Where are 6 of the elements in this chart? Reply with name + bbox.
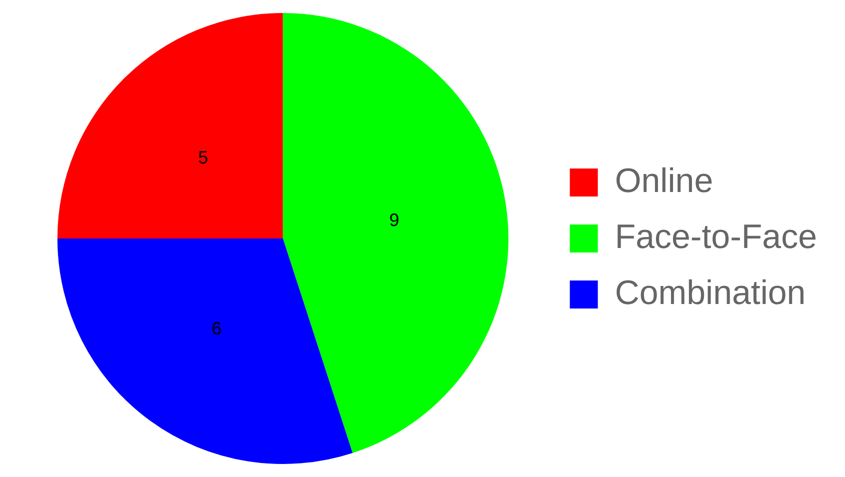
legend-label: Online bbox=[614, 162, 714, 200]
data-label: 6 bbox=[212, 318, 222, 339]
data-label: 9 bbox=[389, 210, 400, 230]
data-label: 5 bbox=[198, 148, 208, 168]
legend-label: Combination bbox=[614, 274, 806, 312]
legend-label: Face-to-Face bbox=[614, 218, 818, 256]
